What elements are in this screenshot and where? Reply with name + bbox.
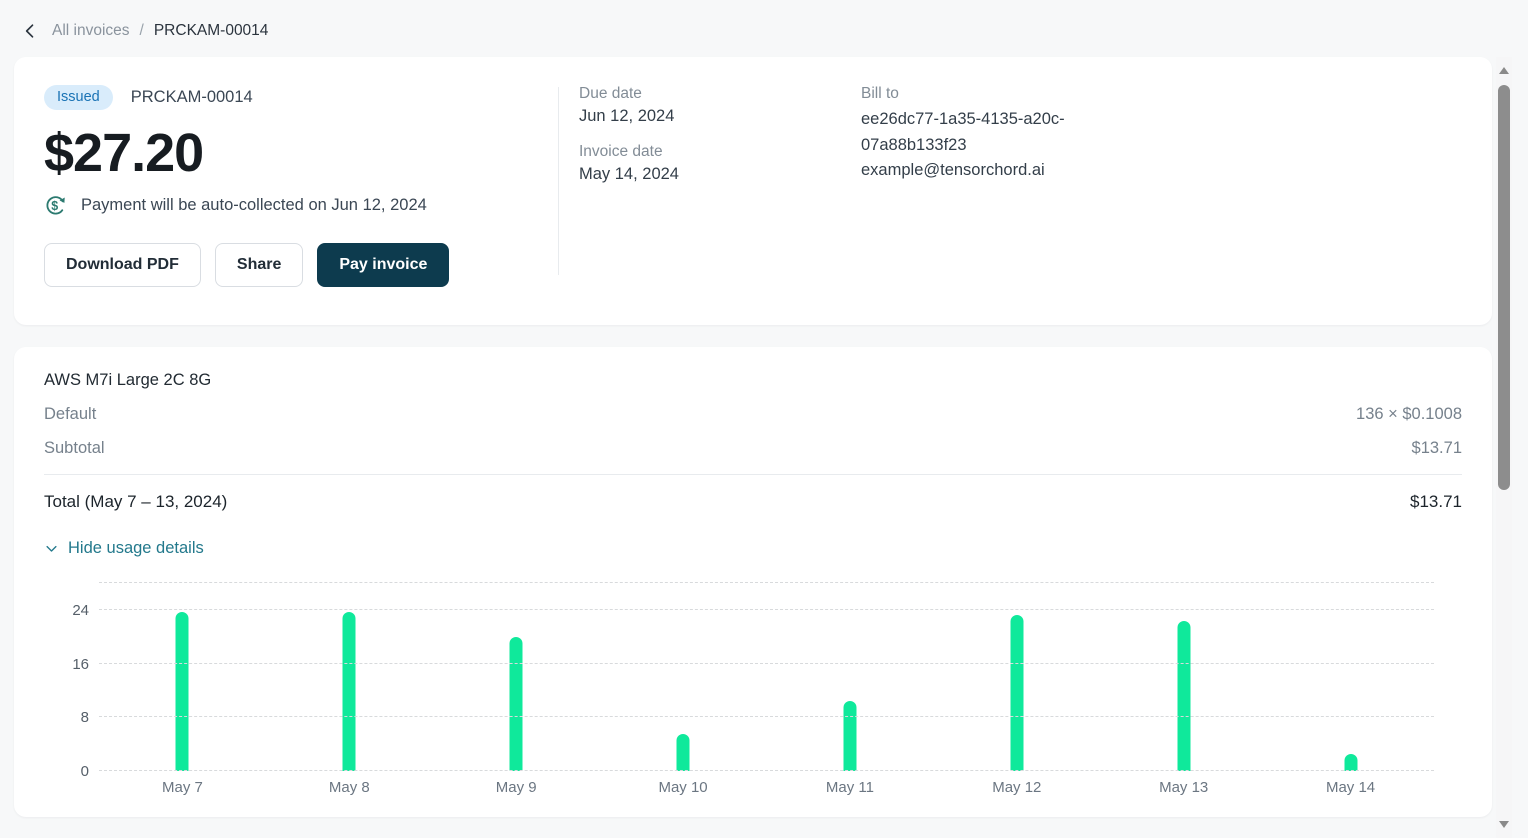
breadcrumb-all-invoices[interactable]: All invoices: [52, 21, 130, 39]
x-axis-label: May 12: [992, 779, 1042, 796]
total-value: $13.71: [1410, 492, 1462, 511]
bar-slot: [99, 583, 266, 771]
breadcrumb-separator: /: [139, 21, 144, 39]
chevron-down-icon: [44, 541, 59, 556]
invoice-date-label: Invoice date: [579, 143, 663, 160]
y-axis-tick-label: 24: [72, 601, 89, 619]
bar-slot: [266, 583, 433, 771]
invoice-date-value: May 14, 2024: [579, 165, 679, 183]
y-axis-tick-label: 8: [80, 709, 89, 727]
total-row: Total (May 7 – 13, 2024) $13.71: [44, 489, 1462, 515]
x-axis-label: May 11: [825, 779, 874, 796]
invoice-summary-left: Issued PRCKAM-00014 $27.20 $ Payment wil…: [44, 85, 544, 297]
bill-to-email: example@tensorchord.ai: [861, 161, 1045, 180]
pay-invoice-button[interactable]: Pay invoice: [317, 243, 450, 288]
dollar-refresh-icon: $: [44, 194, 67, 217]
svg-text:$: $: [51, 199, 58, 213]
usage-chart-bars: [99, 583, 1434, 771]
product-name: AWS M7i Large 2C 8G: [44, 371, 212, 389]
x-axis-label: May 13: [1159, 779, 1209, 796]
bill-to-customer-id: ee26dc77-1a35-4135-a20c-07a88b133f23: [861, 110, 1065, 154]
invoice-summary-card: Issued PRCKAM-00014 $27.20 $ Payment wil…: [14, 57, 1492, 325]
x-axis-label: May 14: [1325, 779, 1376, 796]
y-axis-tick-label: 0: [80, 763, 89, 780]
invoice-number: PRCKAM-00014: [130, 88, 253, 107]
invoice-amount: $27.20: [44, 123, 204, 184]
line-item-row: Default 136 × $0.1008: [44, 405, 1462, 424]
subtotal-value: $13.71: [1411, 439, 1462, 457]
hide-usage-details-toggle[interactable]: Hide usage details: [44, 539, 204, 558]
usage-bar: [175, 611, 189, 771]
usage-bar: [509, 636, 523, 771]
usage-chart-plot: 0 8 16 24: [72, 582, 1434, 780]
x-axis-label: May 10: [658, 779, 708, 796]
usage-bar: [1010, 614, 1024, 771]
usage-bar: [1177, 621, 1191, 771]
back-button[interactable]: [18, 19, 42, 43]
vertical-scrollbar[interactable]: [1496, 57, 1512, 838]
scrollbar-up-arrow-icon[interactable]: [1499, 67, 1509, 74]
usage-chart: 0 8 16 24 May 7 May 8 May 9 May 10 May 11 May 12…: [44, 582, 1462, 796]
payment-note: Payment will be auto-collected on Jun 12…: [81, 196, 427, 215]
x-axis-label: May 7: [162, 779, 203, 796]
status-badge: Issued: [44, 85, 113, 111]
line-items-card: AWS M7i Large 2C 8G Default 136 × $0.100…: [14, 347, 1492, 817]
bar-slot: [933, 583, 1100, 771]
gridline: [99, 770, 1434, 771]
due-date-label: Due date: [579, 85, 642, 102]
chevron-left-icon: [20, 21, 40, 41]
bar-slot: [433, 583, 600, 771]
bar-slot: [600, 583, 767, 771]
usage-bar: [1344, 754, 1358, 771]
total-label: Total (May 7 – 13, 2024): [44, 492, 228, 511]
usage-bar: [843, 700, 857, 771]
due-date-value: Jun 12, 2024: [579, 107, 675, 125]
line-item-value: 136 × $0.1008: [1356, 405, 1462, 423]
x-axis-label: May 9: [495, 779, 537, 796]
scrollbar-down-arrow-icon[interactable]: [1499, 821, 1509, 828]
gridline: [99, 608, 1434, 610]
y-axis-tick-label: 16: [72, 655, 89, 673]
x-axis-label: May 8: [328, 779, 370, 796]
gridline: [99, 662, 1434, 664]
hide-usage-details-label: Hide usage details: [68, 539, 204, 557]
breadcrumb-current: PRCKAM-00014: [153, 21, 269, 39]
bar-slot: [767, 583, 934, 771]
share-button[interactable]: Share: [214, 243, 304, 288]
bar-slot: [1267, 583, 1434, 771]
bill-to-column: Bill to ee26dc77-1a35-4135-a20c-07a88b13…: [861, 85, 1121, 297]
scrollbar-thumb[interactable]: [1498, 85, 1510, 490]
line-item-label: Default: [44, 405, 97, 423]
bill-to-label: Bill to: [861, 85, 899, 102]
download-pdf-button[interactable]: Download PDF: [44, 243, 201, 288]
subtotal-label: Subtotal: [44, 439, 105, 457]
gridline: [99, 716, 1434, 718]
usage-chart-xlabels: May 7 May 8 May 9 May 10 May 11 May 12 May 13 M…: [99, 779, 1434, 796]
line-item-row: Subtotal $13.71: [44, 439, 1462, 458]
invoice-dates-column: Due date Jun 12, 2024 Invoice date May 1…: [559, 85, 861, 297]
usage-bar: [676, 734, 690, 771]
usage-bar: [342, 611, 356, 771]
vertical-divider: [558, 87, 559, 275]
horizontal-divider: [44, 474, 1462, 475]
breadcrumb: All invoices / PRCKAM-00014: [0, 0, 1528, 48]
bar-slot: [1100, 583, 1267, 771]
